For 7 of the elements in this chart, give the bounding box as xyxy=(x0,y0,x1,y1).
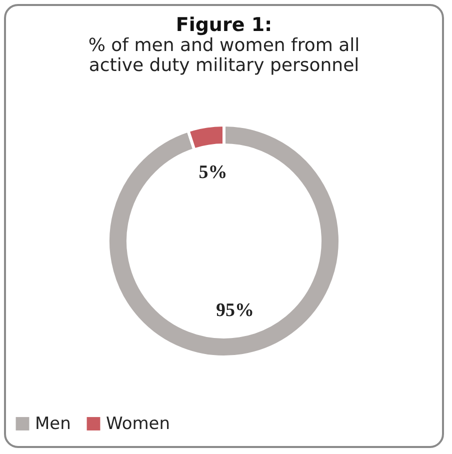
data-label: 5% xyxy=(198,162,228,183)
chart-subtitle: % of men and women from all active duty military personnel xyxy=(88,35,360,76)
donut-slice xyxy=(106,124,342,358)
data-label: 95% xyxy=(216,300,254,322)
legend-label: Women xyxy=(106,414,170,434)
legend-label: Men xyxy=(35,414,71,434)
chart-title: Figure 1: xyxy=(176,14,272,36)
